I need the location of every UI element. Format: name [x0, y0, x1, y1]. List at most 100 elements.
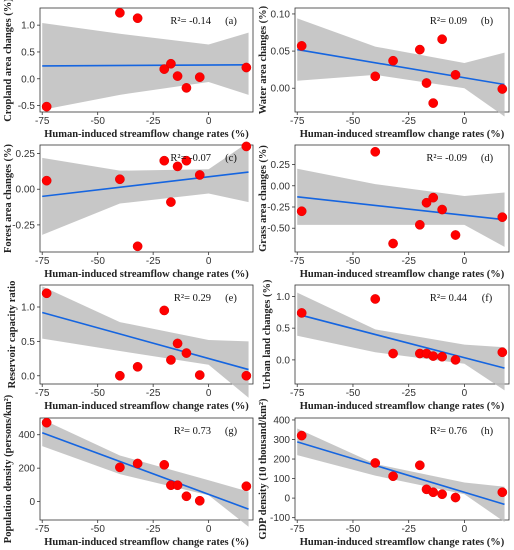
- data-point: [388, 348, 398, 359]
- y-axis-label: Water area changes (%): [258, 5, 269, 114]
- r-squared-label: R²= -0.09: [426, 153, 467, 164]
- x-tick-label: -50: [90, 116, 105, 127]
- data-point: [450, 355, 461, 365]
- x-tick-label: -50: [346, 388, 361, 399]
- x-axis-label: Human-induced streamflow change rates (%…: [300, 269, 505, 280]
- data-point: [115, 462, 125, 473]
- chart-panel-c: -75 -50 -25 0 -0.25 0.00 0.25 Human-induced str…: [3, 141, 254, 280]
- r-squared-label: R²= -0.07: [170, 153, 211, 164]
- data-point: [159, 155, 170, 166]
- panel-letter: (h): [481, 426, 494, 437]
- x-tick-label: -75: [290, 256, 305, 267]
- regression-line: [297, 48, 505, 86]
- panel-letter: (a): [225, 16, 237, 27]
- y-tick-label: -0.50: [267, 224, 290, 235]
- data-point: [241, 370, 252, 381]
- chart-panel-b: -75 -50 -25 0 0.00 0.05 0.10 Human-induced stre…: [258, 5, 510, 140]
- data-point: [159, 305, 170, 316]
- panel-letter: (c): [225, 153, 237, 164]
- y-tick-label: 1.0: [21, 21, 35, 32]
- data-point: [497, 347, 508, 358]
- y-tick-label: 200: [18, 464, 35, 475]
- chart-panel-h: -75 -50 -25 0 -100 0 100 200 300 400 Human-induced…: [258, 398, 510, 548]
- data-point: [132, 13, 143, 24]
- data-point: [241, 62, 252, 73]
- x-tick-label: -75: [35, 388, 50, 399]
- x-tick-label: -75: [290, 524, 305, 535]
- data-point: [181, 348, 192, 358]
- plot-area: [294, 417, 510, 521]
- data-point: [166, 355, 176, 365]
- data-point: [159, 459, 170, 470]
- x-tick-label: -25: [401, 116, 416, 127]
- data-point: [172, 71, 183, 81]
- y-tick-label: 0.10: [271, 9, 291, 20]
- y-tick-label: 400: [273, 415, 290, 426]
- data-point: [421, 78, 432, 88]
- data-point: [296, 41, 307, 51]
- y-tick-label: 0: [29, 497, 35, 508]
- y-tick-label: -0.25: [12, 220, 35, 231]
- x-axis-label: Human-induced streamflow change rates (%…: [44, 537, 249, 548]
- confidence-band: [42, 286, 249, 398]
- y-axis-label: Cropland area changes (%): [3, 0, 14, 122]
- y-tick-label: 400: [18, 430, 35, 441]
- r-squared-label: R²= 0.73: [174, 426, 211, 437]
- data-point: [388, 238, 398, 249]
- x-tick-label: -50: [90, 524, 105, 535]
- data-point: [194, 495, 205, 506]
- data-point: [296, 430, 307, 441]
- data-point: [370, 294, 381, 304]
- data-point: [497, 84, 508, 94]
- data-point: [172, 161, 183, 172]
- x-axis-label: Human-induced streamflow change rates (%…: [300, 401, 505, 412]
- data-point: [41, 417, 52, 428]
- r-squared-label: R²= 0.29: [174, 293, 211, 304]
- x-tick-label: -50: [90, 388, 105, 399]
- data-point: [115, 370, 125, 381]
- y-tick-label: 200: [273, 455, 290, 466]
- data-point: [388, 471, 398, 482]
- x-tick-label: -50: [346, 524, 361, 535]
- chart-panel-f: -75 -50 -25 0 0.0 0.5 1.0 Human-induced streamf…: [262, 279, 510, 412]
- x-tick-label: -25: [146, 388, 161, 399]
- x-tick-label: -25: [146, 256, 161, 267]
- data-point: [194, 72, 205, 83]
- y-axis-label: GDP density (10 thousand/km²): [258, 398, 269, 540]
- data-point: [450, 492, 461, 503]
- data-point: [497, 487, 508, 498]
- chart-panel-e: -75 -50 -25 0 0.0 0.5 1.0 Human-induced streamf…: [7, 281, 254, 412]
- data-point: [437, 204, 447, 215]
- data-point: [370, 146, 381, 157]
- x-tick-label: 0: [206, 256, 212, 267]
- x-tick-label: -25: [401, 524, 416, 535]
- y-axis-label: Urban land changes (%): [262, 279, 273, 389]
- y-tick-label: -100: [270, 513, 290, 524]
- x-tick-label: -25: [401, 388, 416, 399]
- data-point: [414, 44, 425, 55]
- data-point: [421, 197, 432, 208]
- x-tick-label: -25: [146, 524, 161, 535]
- x-tick-label: 0: [206, 116, 212, 127]
- regression-line: [296, 441, 505, 506]
- x-tick-label: -75: [35, 116, 50, 127]
- x-tick-label: -50: [346, 116, 361, 127]
- data-point: [132, 458, 143, 469]
- data-point: [450, 70, 461, 80]
- x-axis-label: Human-induced streamflow change rates (%…: [44, 129, 249, 140]
- x-tick-label: -75: [290, 116, 305, 127]
- y-tick-label: 0.25: [16, 149, 36, 160]
- y-tick-label: -0.5: [18, 101, 36, 112]
- confidence-band: [42, 142, 249, 235]
- data-point: [166, 197, 176, 207]
- x-axis-label: Human-induced streamflow change rates (%…: [44, 401, 249, 412]
- y-tick-label: 0.00: [271, 181, 291, 192]
- r-squared-label: R²= 0.44: [430, 293, 468, 304]
- y-tick-label: 0.00: [16, 185, 36, 196]
- panel-letter: (e): [225, 293, 237, 304]
- data-point: [428, 351, 439, 361]
- data-point: [296, 206, 307, 217]
- y-tick-label: 0.5: [276, 324, 290, 335]
- y-tick-label: 0.0: [21, 74, 35, 85]
- r-squared-label: R²= 0.09: [430, 16, 467, 27]
